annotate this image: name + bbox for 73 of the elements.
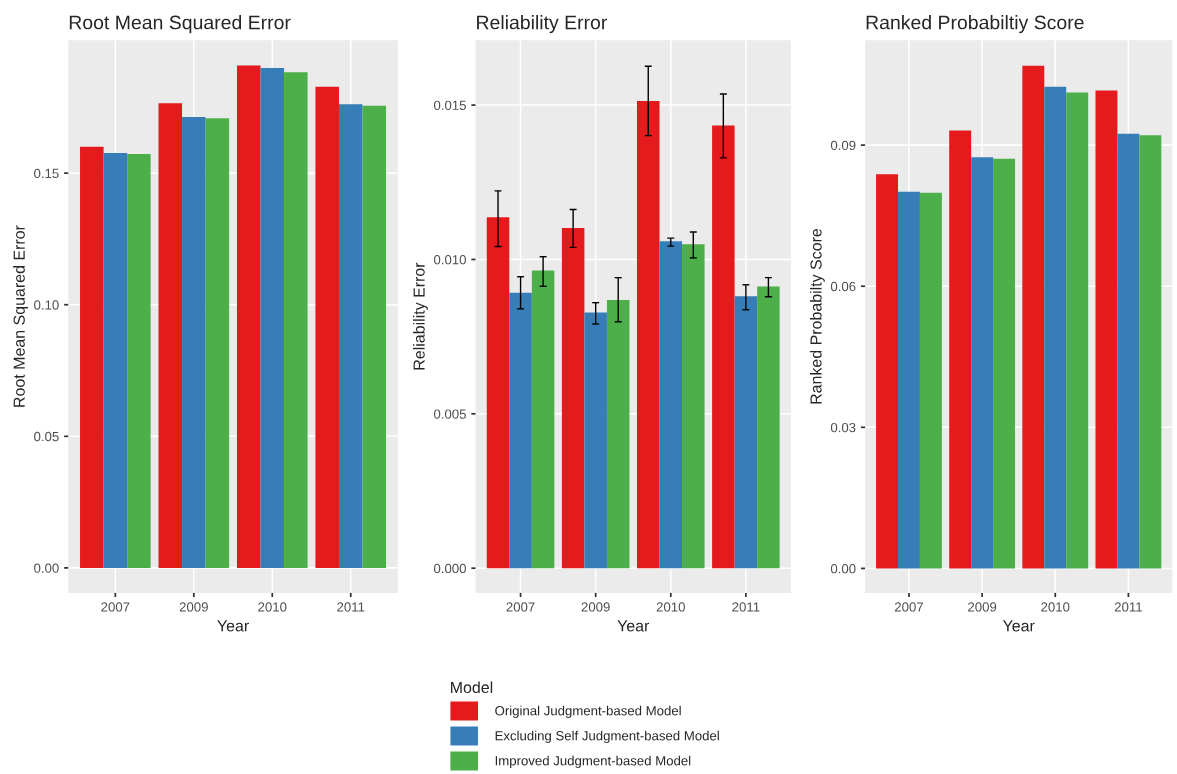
y-tick-label: 0.06 xyxy=(830,281,856,292)
y-tick-label: 0.000 xyxy=(433,563,466,574)
x-tick-label: 2010 xyxy=(258,602,287,612)
legend-label: Improved Judgment-based Model xyxy=(495,755,691,769)
bar xyxy=(1022,65,1045,569)
bar xyxy=(338,104,363,568)
bar xyxy=(531,270,555,569)
bar xyxy=(315,86,339,568)
bar xyxy=(682,244,705,569)
bar xyxy=(659,241,683,569)
bar xyxy=(158,103,183,568)
x-tick-label: 2007 xyxy=(506,602,535,612)
y-axis-title: Ranked Probabilty Score xyxy=(809,228,825,404)
y-tick-label: 0.00 xyxy=(34,563,59,573)
x-tick-label: 2009 xyxy=(179,602,208,612)
bar xyxy=(260,67,285,568)
bar xyxy=(127,153,151,568)
y-tick-label: 0.005 xyxy=(433,409,466,419)
bar xyxy=(284,72,308,568)
bar xyxy=(949,130,972,569)
bar xyxy=(1066,92,1089,569)
bar xyxy=(509,292,532,569)
bar xyxy=(734,296,758,569)
bar xyxy=(606,299,630,569)
bar xyxy=(362,105,387,568)
y-tick-label: 0.15 xyxy=(34,168,59,179)
y-tick-label: 0.015 xyxy=(433,100,466,110)
legend-title: Model xyxy=(451,681,493,694)
bar xyxy=(971,157,994,569)
y-tick-label: 0.09 xyxy=(830,140,856,151)
y-tick-label: 0.010 xyxy=(433,255,466,265)
legend-label: Original Judgment-based Model xyxy=(495,705,681,719)
bar xyxy=(103,152,128,568)
y-axis-title: Root Mean Squared Error xyxy=(13,225,29,407)
bar xyxy=(636,101,660,569)
bar xyxy=(80,146,104,568)
bar xyxy=(712,125,735,569)
x-tick-label: 2011 xyxy=(337,602,365,612)
bar xyxy=(561,227,585,569)
chart-title: Root Mean Squared Error xyxy=(69,15,291,34)
chart-title: Ranked Probabiltiy Score xyxy=(866,15,1084,34)
bar xyxy=(1044,86,1067,569)
bar xyxy=(584,312,607,569)
x-axis-title: Year xyxy=(217,620,249,632)
x-axis-title: Year xyxy=(617,620,650,632)
chart-title: Reliability Error xyxy=(477,15,607,34)
bar xyxy=(486,217,510,569)
x-tick-label: 2010 xyxy=(1041,602,1070,612)
x-tick-label: 2007 xyxy=(101,602,130,612)
bar xyxy=(1139,135,1162,569)
x-tick-label: 2007 xyxy=(894,602,923,612)
bar xyxy=(1117,133,1140,569)
y-tick-label: 0.05 xyxy=(34,431,59,442)
x-tick-label: 2011 xyxy=(732,602,760,612)
y-tick-label: 0.10 xyxy=(34,300,59,310)
bar xyxy=(182,117,206,568)
bar xyxy=(1095,90,1118,569)
y-tick-label: 0.03 xyxy=(830,422,856,433)
bar xyxy=(757,286,780,569)
bar xyxy=(898,191,920,569)
bar xyxy=(236,65,261,568)
bar xyxy=(919,192,942,569)
bar xyxy=(876,174,899,569)
y-axis-title: Reliability Error xyxy=(413,262,428,370)
bar xyxy=(205,118,230,568)
x-axis-title: Year xyxy=(1002,620,1035,632)
x-tick-label: 2010 xyxy=(656,602,685,612)
x-tick-label: 2009 xyxy=(581,602,610,612)
legend-label: Excluding Self Judgment-based Model xyxy=(495,730,719,744)
x-tick-label: 2009 xyxy=(968,602,997,612)
y-tick-label: 0.00 xyxy=(830,563,856,574)
bar xyxy=(993,158,1016,569)
x-tick-label: 2011 xyxy=(1114,602,1142,612)
